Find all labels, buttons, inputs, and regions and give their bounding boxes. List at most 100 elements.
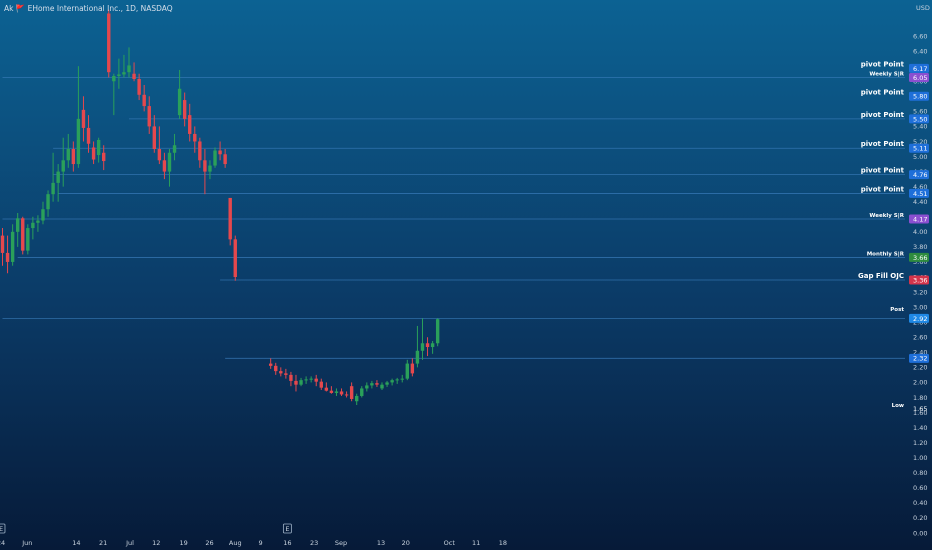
y-tick-label: 1.00	[913, 454, 927, 462]
x-tick-label: 23	[310, 539, 318, 547]
candle[interactable]	[157, 126, 162, 165]
candle[interactable]	[405, 359, 409, 381]
candle[interactable]	[71, 141, 76, 172]
candle[interactable]	[299, 377, 303, 387]
candle[interactable]	[395, 377, 399, 384]
candle[interactable]	[107, 9, 111, 78]
candle[interactable]	[61, 137, 65, 187]
candle[interactable]	[279, 367, 283, 377]
candle[interactable]	[213, 147, 217, 168]
candle[interactable]	[420, 318, 425, 360]
candle[interactable]	[81, 96, 86, 142]
candle[interactable]	[147, 96, 151, 134]
candle[interactable]	[76, 66, 81, 168]
candle[interactable]	[339, 388, 344, 396]
candle[interactable]	[56, 164, 60, 202]
candle[interactable]	[304, 376, 308, 384]
candle[interactable]	[274, 362, 278, 375]
x-tick-label: 21	[99, 539, 107, 547]
candle[interactable]	[375, 380, 379, 387]
candle[interactable]	[142, 85, 146, 112]
candle[interactable]	[182, 92, 187, 127]
candle[interactable]	[334, 388, 339, 396]
candle[interactable]	[0, 228, 5, 266]
candle[interactable]	[152, 115, 156, 153]
candle[interactable]	[127, 47, 131, 78]
candle[interactable]	[400, 374, 404, 383]
candle[interactable]	[26, 224, 30, 255]
x-tick-label: 18	[499, 539, 507, 547]
candle-body	[294, 380, 298, 385]
candle[interactable]	[314, 374, 318, 387]
candle-body	[61, 160, 65, 172]
candle[interactable]	[188, 103, 192, 142]
candle[interactable]	[46, 190, 50, 217]
candle[interactable]	[36, 215, 40, 232]
candle[interactable]	[112, 73, 116, 116]
price-badge-bg	[909, 114, 929, 124]
candle[interactable]	[435, 318, 440, 347]
candle[interactable]	[172, 133, 177, 161]
candle[interactable]	[385, 380, 389, 387]
candle[interactable]	[117, 58, 121, 89]
earnings-marker[interactable]: E	[0, 523, 6, 534]
candle[interactable]	[31, 216, 35, 240]
candle[interactable]	[370, 380, 374, 389]
candle[interactable]	[349, 382, 354, 402]
candle[interactable]	[10, 224, 15, 266]
candle[interactable]	[15, 213, 20, 247]
y-tick-label: 5.40	[913, 123, 927, 131]
candle[interactable]	[355, 393, 359, 405]
candle[interactable]	[233, 235, 237, 281]
candle[interactable]	[203, 149, 207, 195]
candle[interactable]	[137, 73, 141, 101]
y-tick-label: 0.60	[913, 484, 927, 492]
candle-body	[0, 235, 5, 253]
candle[interactable]	[360, 386, 364, 398]
candle[interactable]	[324, 382, 329, 392]
candle[interactable]	[66, 133, 70, 168]
candle[interactable]	[380, 382, 384, 390]
candle[interactable]	[319, 378, 323, 390]
candle[interactable]	[208, 160, 212, 180]
earnings-marker[interactable]: E	[282, 523, 292, 534]
price-badge-bg	[909, 91, 929, 101]
candle[interactable]	[51, 152, 55, 202]
candle[interactable]	[329, 386, 334, 394]
candle[interactable]	[289, 371, 293, 387]
candle[interactable]	[228, 197, 232, 246]
candle[interactable]	[284, 368, 288, 379]
candle[interactable]	[390, 378, 394, 386]
candle[interactable]	[218, 141, 222, 161]
candle[interactable]	[430, 341, 435, 354]
candle[interactable]	[415, 325, 420, 368]
candle[interactable]	[177, 69, 182, 119]
candle[interactable]	[344, 391, 349, 398]
candle[interactable]	[309, 376, 313, 383]
candle[interactable]	[365, 382, 369, 392]
candle[interactable]	[86, 115, 91, 153]
candle[interactable]	[193, 126, 197, 153]
candle[interactable]	[410, 358, 415, 377]
candle[interactable]	[91, 141, 96, 165]
candle[interactable]	[223, 149, 227, 168]
candle[interactable]	[102, 145, 106, 171]
candle[interactable]	[167, 149, 172, 187]
candle[interactable]	[198, 137, 202, 168]
price-badge: 4.51	[909, 188, 929, 198]
candle[interactable]	[294, 374, 298, 392]
candle[interactable]	[96, 137, 101, 163]
candle[interactable]	[21, 216, 25, 255]
candle-body	[188, 115, 192, 134]
candle[interactable]	[5, 235, 10, 274]
candle[interactable]	[132, 62, 136, 82]
candle[interactable]	[162, 152, 167, 180]
candle-body	[390, 380, 394, 383]
candle-body	[228, 197, 232, 240]
candle[interactable]	[268, 358, 273, 369]
candle[interactable]	[122, 54, 126, 78]
candle[interactable]	[41, 201, 45, 225]
candle[interactable]	[425, 337, 430, 357]
